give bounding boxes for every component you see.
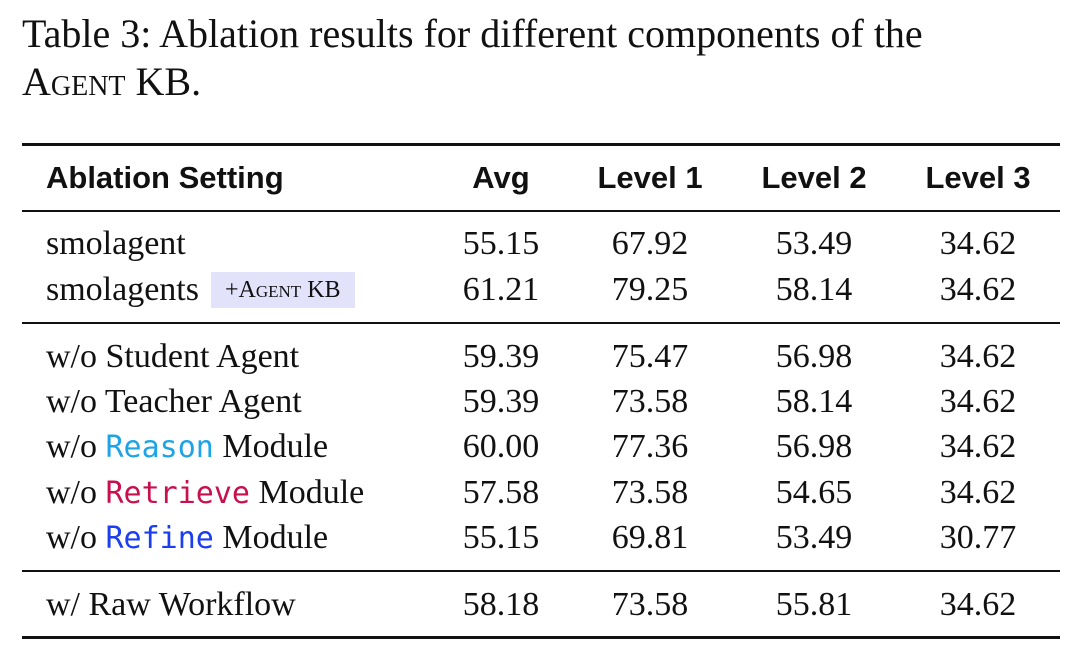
row-level-3: 34.62 [939, 225, 1017, 262]
header-ablation-setting: Ablation Setting [46, 160, 284, 195]
row-level-2: 56.98 [775, 338, 853, 375]
row-setting: w/o Reason Module [46, 424, 328, 471]
retrieve-module-keyword: Retrieve [105, 476, 251, 511]
table-row: w/o Reason Module 60.00 77.36 56.98 34.6… [0, 424, 1080, 470]
row-avg: 59.39 [462, 338, 540, 375]
table-row: w/ Raw Workflow 58.18 73.58 55.81 34.62 [0, 582, 1080, 628]
row-prefix: w/o [46, 428, 106, 465]
row-avg: 57.58 [462, 474, 540, 511]
caption-prefix: Table 3: Ablation results for different … [22, 11, 923, 56]
row-suffix: Module [213, 519, 329, 556]
row-prefix: w/o [46, 474, 106, 511]
row-setting: w/o Student Agent [46, 338, 300, 375]
row-avg: 55.15 [462, 225, 540, 262]
row-avg: 58.18 [462, 586, 540, 623]
row-setting-text: smolagents [46, 271, 199, 308]
row-level-3: 34.62 [939, 271, 1017, 308]
table-row: smolagents +Agent KB 61.21 79.25 58.14 34… [0, 267, 1080, 313]
table-row: w/o Teacher Agent 59.39 73.58 58.14 34.6… [0, 379, 1080, 425]
row-avg: 61.21 [462, 271, 540, 308]
bottom-rule [22, 636, 1060, 639]
row-level-1: 73.58 [611, 586, 689, 623]
row-setting: smolagents +Agent KB [46, 267, 355, 313]
row-level-3: 34.62 [939, 338, 1017, 375]
row-level-2: 53.49 [775, 225, 853, 262]
row-suffix: Module [213, 428, 329, 465]
header-level-3: Level 3 [925, 160, 1031, 195]
caption-name-small-caps: Agent [22, 59, 126, 104]
section-rule [22, 570, 1060, 572]
row-setting: w/o Teacher Agent [46, 383, 302, 420]
row-level-1: 73.58 [611, 383, 689, 420]
row-level-1: 67.92 [611, 225, 689, 262]
row-level-3: 34.62 [939, 383, 1017, 420]
row-level-2: 58.14 [775, 271, 853, 308]
refine-module-keyword: Refine [105, 521, 214, 556]
caption-name-rest: KB. [135, 59, 202, 104]
row-level-3: 30.77 [939, 519, 1017, 556]
badge-plus: + [224, 277, 239, 304]
row-level-2: 56.98 [775, 428, 853, 465]
row-prefix: w/o [46, 519, 106, 556]
table-header-row: Ablation Setting Avg Level 1 Level 2 Lev… [0, 155, 1080, 201]
table-row: w/o Refine Module 55.15 69.81 53.49 30.7… [0, 515, 1080, 561]
row-level-3: 34.62 [939, 428, 1017, 465]
reason-module-keyword: Reason [105, 430, 214, 465]
table-row: w/o Student Agent 59.39 75.47 56.98 34.6… [0, 334, 1080, 380]
badge-small-caps: Agent [238, 277, 302, 304]
row-avg: 59.39 [462, 383, 540, 420]
table-caption: Table 3: Ablation results for different … [22, 10, 1072, 106]
section-rule [22, 322, 1060, 324]
row-level-1: 73.58 [611, 474, 689, 511]
row-level-1: 69.81 [611, 519, 689, 556]
row-level-1: 79.25 [611, 271, 689, 308]
row-avg: 55.15 [462, 519, 540, 556]
table-row: w/o Retrieve Module 57.58 73.58 54.65 34… [0, 470, 1080, 516]
header-avg: Avg [472, 160, 530, 195]
row-level-1: 75.47 [611, 338, 689, 375]
row-level-2: 54.65 [775, 474, 853, 511]
badge-rest: KB [301, 277, 341, 304]
top-rule [22, 143, 1060, 146]
row-level-3: 34.62 [939, 586, 1017, 623]
row-avg: 60.00 [462, 428, 540, 465]
table-row: smolagent 55.15 67.92 53.49 34.62 [0, 221, 1080, 267]
row-level-2: 53.49 [775, 519, 853, 556]
row-suffix: Module [250, 474, 365, 511]
row-level-3: 34.62 [939, 474, 1017, 511]
agent-kb-badge: +Agent KB [210, 272, 355, 309]
row-setting: w/o Refine Module [46, 515, 328, 562]
row-setting: w/ Raw Workflow [46, 586, 296, 623]
row-setting: smolagent [46, 225, 186, 262]
row-level-2: 55.81 [775, 586, 853, 623]
header-rule [22, 210, 1060, 212]
row-setting: w/o Retrieve Module [46, 470, 364, 517]
header-level-2: Level 2 [761, 160, 867, 195]
row-level-2: 58.14 [775, 383, 853, 420]
row-level-1: 77.36 [611, 428, 689, 465]
header-level-1: Level 1 [597, 160, 703, 195]
